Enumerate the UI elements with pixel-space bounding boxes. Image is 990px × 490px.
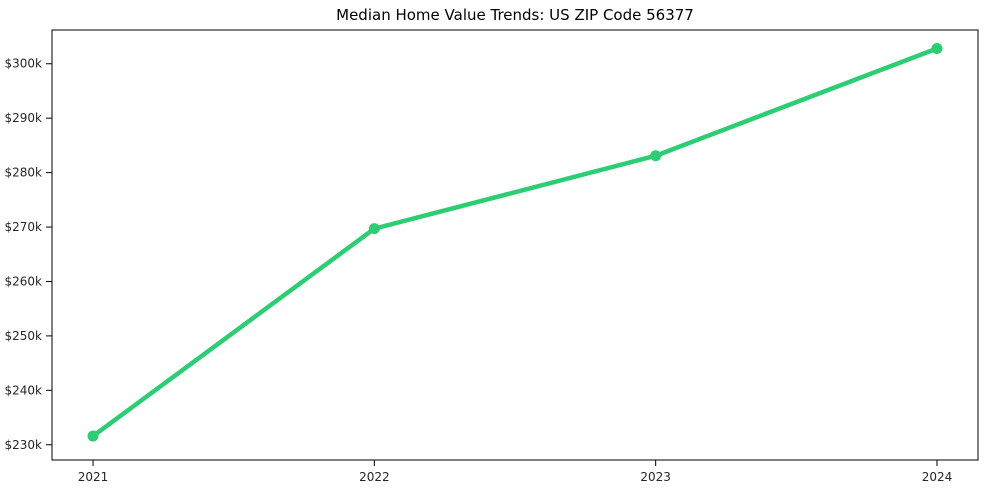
x-tick-label: 2023 — [640, 470, 671, 484]
x-tick-label: 2021 — [78, 470, 109, 484]
data-point-marker — [87, 430, 99, 442]
data-point-marker — [368, 223, 380, 235]
x-tick-label: 2024 — [922, 470, 953, 484]
y-tick-label: $280k — [5, 166, 43, 180]
data-point-marker — [650, 150, 662, 162]
chart-title: Median Home Value Trends: US ZIP Code 56… — [336, 6, 694, 24]
plot-border — [51, 29, 979, 461]
y-tick-label: $260k — [5, 274, 43, 288]
trend-line — [90, 46, 940, 439]
y-tick-label: $270k — [5, 220, 43, 234]
y-tick-label: $230k — [5, 438, 43, 452]
data-point-marker — [931, 43, 943, 55]
y-tick-label: $300k — [5, 57, 43, 71]
y-tick-label: $250k — [5, 329, 43, 343]
y-tick-label: $240k — [5, 383, 43, 397]
x-tick-label: 2022 — [359, 470, 390, 484]
y-tick-label: $290k — [5, 111, 43, 125]
